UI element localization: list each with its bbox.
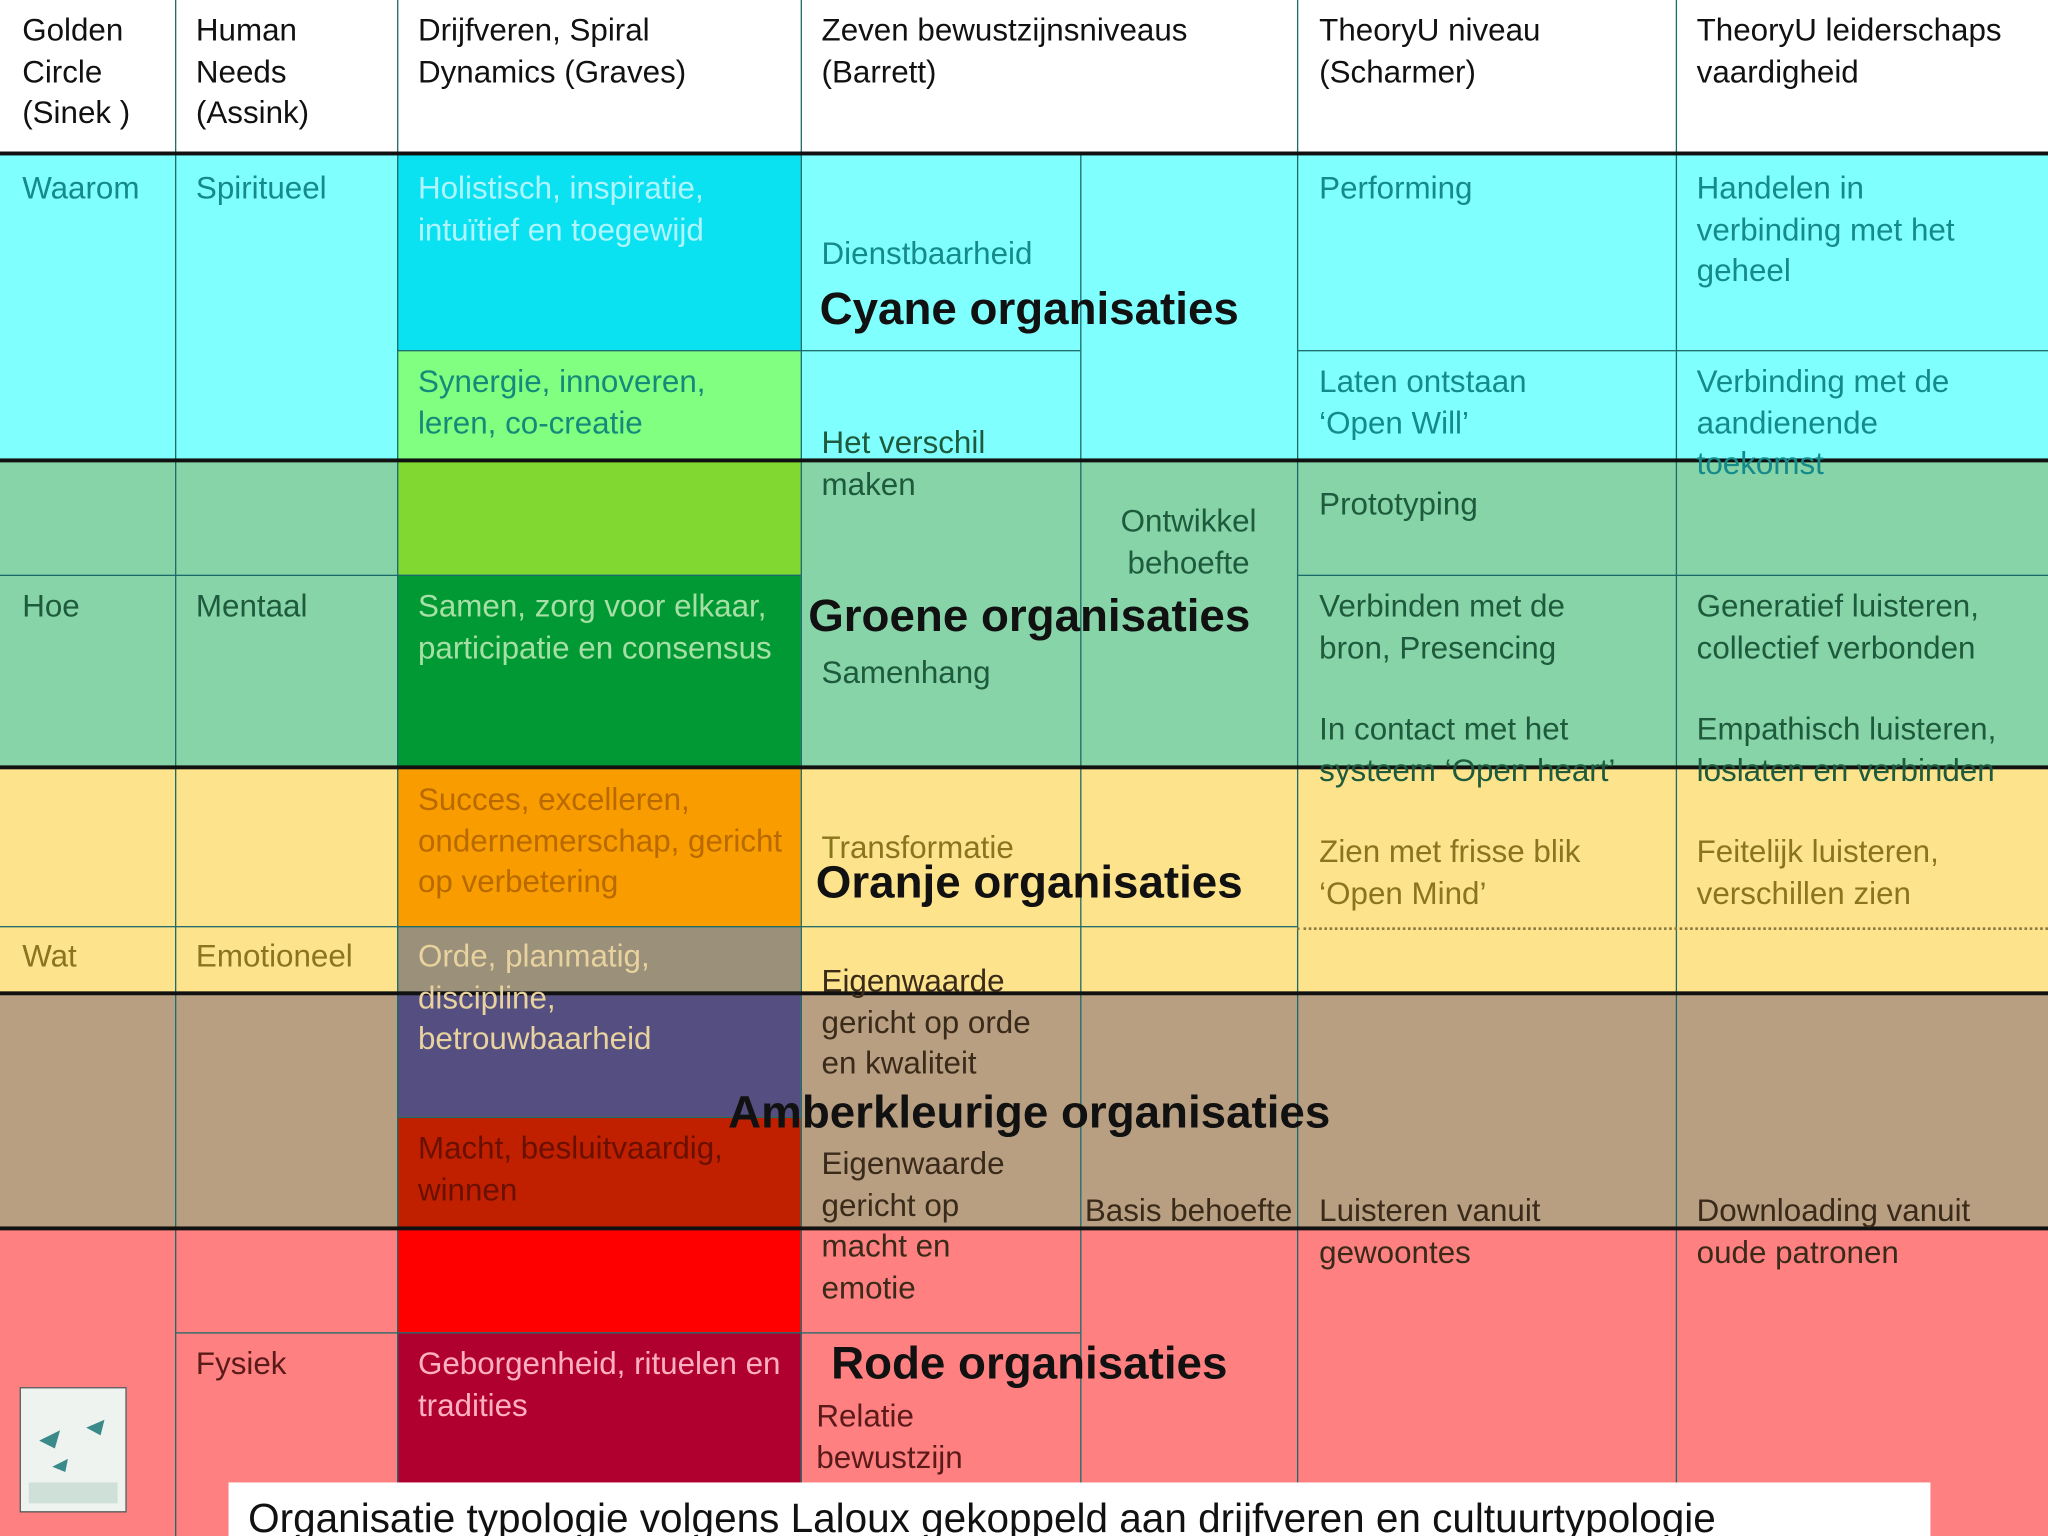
band-yellow bbox=[0, 767, 2048, 994]
book-cover bbox=[19, 1387, 127, 1513]
header-cell: TheoryU leiderschaps vaardigheid bbox=[1696, 13, 2002, 90]
header-cell: Drijfveren, Spiral Dynamics (Graves) bbox=[417, 13, 687, 90]
book-icon bbox=[28, 1419, 118, 1504]
cell-text: Fysiek bbox=[195, 1346, 287, 1382]
thick-line bbox=[0, 765, 2048, 770]
thick-line bbox=[0, 151, 2048, 156]
cell-text: Synergie, innoveren, leren, co-creatie bbox=[417, 364, 706, 441]
cell-text: Feitelijk luisteren, verschillen zien bbox=[1696, 834, 1939, 912]
band-green bbox=[0, 461, 2048, 768]
cell bbox=[397, 1116, 801, 1230]
cell-text: Eigenwaarde gericht op orde en kwaliteit bbox=[821, 963, 1031, 1082]
cell-text: Transformatie bbox=[821, 830, 1014, 866]
cell-text: Basis behoefte bbox=[1084, 1193, 1293, 1230]
organisation-label: Cyane organisaties bbox=[819, 283, 1239, 335]
cell-text: Relatie bewustzijn bbox=[816, 1398, 963, 1476]
cell-text: Mentaal bbox=[195, 589, 308, 625]
cell bbox=[397, 993, 801, 1117]
header-cell: Golden Circle (Sinek ) bbox=[22, 13, 131, 131]
organisation-label: Amberkleurige organisaties bbox=[728, 1087, 1331, 1138]
cell-text: Geborgenheid, rituelen en tradities bbox=[417, 1346, 781, 1424]
header-cell: Zeven bewustzijnsniveaus (Barrett) bbox=[821, 13, 1188, 90]
thick-line bbox=[0, 991, 2048, 996]
row-line bbox=[397, 1116, 801, 1119]
cell bbox=[397, 350, 801, 462]
cell-text: Orde, planmatig, discipline, betrouwbaar… bbox=[417, 939, 652, 1057]
cell-text: Hoe bbox=[22, 589, 80, 625]
thick-line bbox=[0, 458, 2048, 463]
cell-text: Zien met frisse blik ‘Open Mind’ bbox=[1319, 834, 1581, 912]
organisation-label: Groene organisaties bbox=[808, 590, 1251, 642]
cell-text: Het verschil maken bbox=[821, 425, 986, 503]
cell-text: Dienstbaarheid bbox=[821, 236, 1033, 272]
cell-text: Prototyping bbox=[1319, 487, 1478, 523]
organisation-label: Rode organisaties bbox=[831, 1337, 1228, 1389]
cell-text: Empathisch luisteren, loslaten en verbin… bbox=[1696, 711, 1997, 789]
cell-text: Holistisch, inspiratie, intuïtief en toe… bbox=[417, 171, 704, 248]
cell bbox=[397, 1229, 801, 1333]
cell-text: Downloading vanuit oude patronen bbox=[1696, 1193, 1971, 1271]
band-cyan bbox=[0, 154, 2048, 462]
cell-text: Emotioneel bbox=[195, 939, 353, 975]
cell-text: Waarom bbox=[22, 171, 140, 207]
organisation-label: Oranje organisaties bbox=[815, 857, 1243, 909]
cell bbox=[397, 926, 801, 994]
cell bbox=[397, 154, 801, 351]
cell-text: Eigenwaarde gericht op macht en emotie bbox=[821, 1146, 1005, 1306]
thick-line bbox=[0, 1226, 2048, 1231]
cell bbox=[397, 574, 801, 768]
row-line bbox=[397, 350, 1081, 352]
cell bbox=[397, 767, 801, 927]
caption: Organisatie typologie volgens Laloux gek… bbox=[248, 1495, 1716, 1536]
row-line bbox=[1296, 574, 2048, 576]
dotted-line bbox=[1296, 927, 2048, 930]
cell-text: Wat bbox=[22, 939, 77, 975]
caption-box: Organisatie typologie volgens Laloux gek… bbox=[228, 1482, 1931, 1536]
header-cell: TheoryU niveau (Scharmer) bbox=[1319, 13, 1541, 90]
cell-text: Samenhang bbox=[821, 655, 991, 691]
row-line bbox=[0, 926, 1297, 928]
row-line bbox=[175, 1332, 1081, 1334]
cell-text: Macht, besluitvaardig, winnen bbox=[417, 1131, 723, 1208]
cell-text: Verbinden met de bron, Presencing bbox=[1319, 589, 1565, 666]
cell-text: Ontwikkel behoefte bbox=[1120, 504, 1257, 581]
cell-text: Luisteren vanuit gewoontes bbox=[1319, 1193, 1541, 1271]
cell-text: Samen, zorg voor elkaar, participatie en… bbox=[417, 589, 772, 666]
cell-text: Laten ontstaan ‘Open Will’ bbox=[1319, 364, 1527, 441]
header-cell: Human Needs (Assink) bbox=[195, 13, 310, 131]
band-amber bbox=[0, 993, 2048, 1230]
cell-text: Generatief luisteren, collectief verbond… bbox=[1696, 589, 1979, 666]
cell-text: Performing bbox=[1319, 171, 1473, 207]
cell-text: Spiritueel bbox=[195, 171, 327, 207]
cell bbox=[397, 461, 801, 575]
row-line bbox=[1296, 350, 2048, 352]
cell-text: Verbinding met de aandienende toekomst bbox=[1696, 364, 1950, 482]
cell-text: In contact met het systeem ‘Open heart’ bbox=[1319, 711, 1616, 789]
row-line bbox=[0, 574, 801, 576]
cell-text: Handelen in verbinding met het geheel bbox=[1696, 171, 1955, 289]
col-line bbox=[1080, 154, 1082, 1536]
cell-text: Succes, excelleren, ondernemerschap, ger… bbox=[417, 782, 783, 900]
